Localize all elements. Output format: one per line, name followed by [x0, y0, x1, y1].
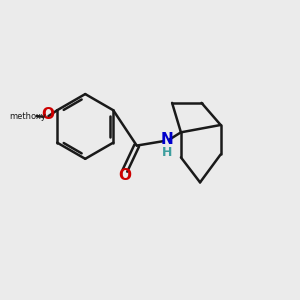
- Text: O: O: [41, 107, 54, 122]
- Text: methoxy: methoxy: [9, 112, 46, 121]
- Text: O: O: [118, 168, 131, 183]
- Text: N: N: [160, 132, 173, 147]
- Text: H: H: [162, 146, 172, 159]
